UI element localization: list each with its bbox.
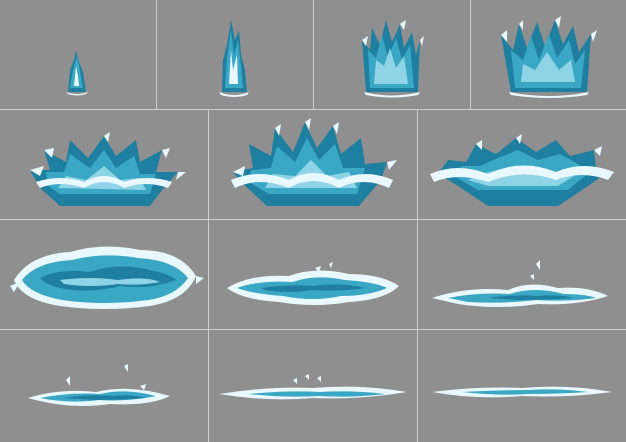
splash-frame-12 [208,329,419,442]
water-splash-wide-icon [30,132,186,206]
water-surface-calm-icon [432,386,612,398]
water-ripple-fading-icon [28,364,170,406]
splash-frame-10 [417,219,626,331]
splash-frame-9 [208,219,419,331]
splash-frame-6 [208,109,419,221]
water-ring-flat-icon [227,262,399,305]
water-splash-burst-icon [362,20,424,98]
water-splash-peak-icon [231,118,397,206]
water-ripple-thin-icon [219,374,407,400]
splash-frame-5 [0,109,210,221]
splash-frame-3 [313,0,472,111]
splash-frame-13 [417,329,626,442]
splash-frame-1 [0,0,158,111]
water-ring-settling-icon [10,246,204,309]
splash-frame-8 [0,219,210,331]
water-jet-rising-icon [219,20,249,97]
splash-frame-4 [470,0,626,111]
splash-frame-11 [0,329,210,442]
water-splash-spread-icon [430,134,614,206]
water-splash-crown-icon [501,16,597,98]
splash-frame-2 [156,0,315,111]
splash-frame-7 [417,109,626,221]
water-jet-small-icon [66,50,88,96]
water-ripple-low-icon [432,260,608,307]
